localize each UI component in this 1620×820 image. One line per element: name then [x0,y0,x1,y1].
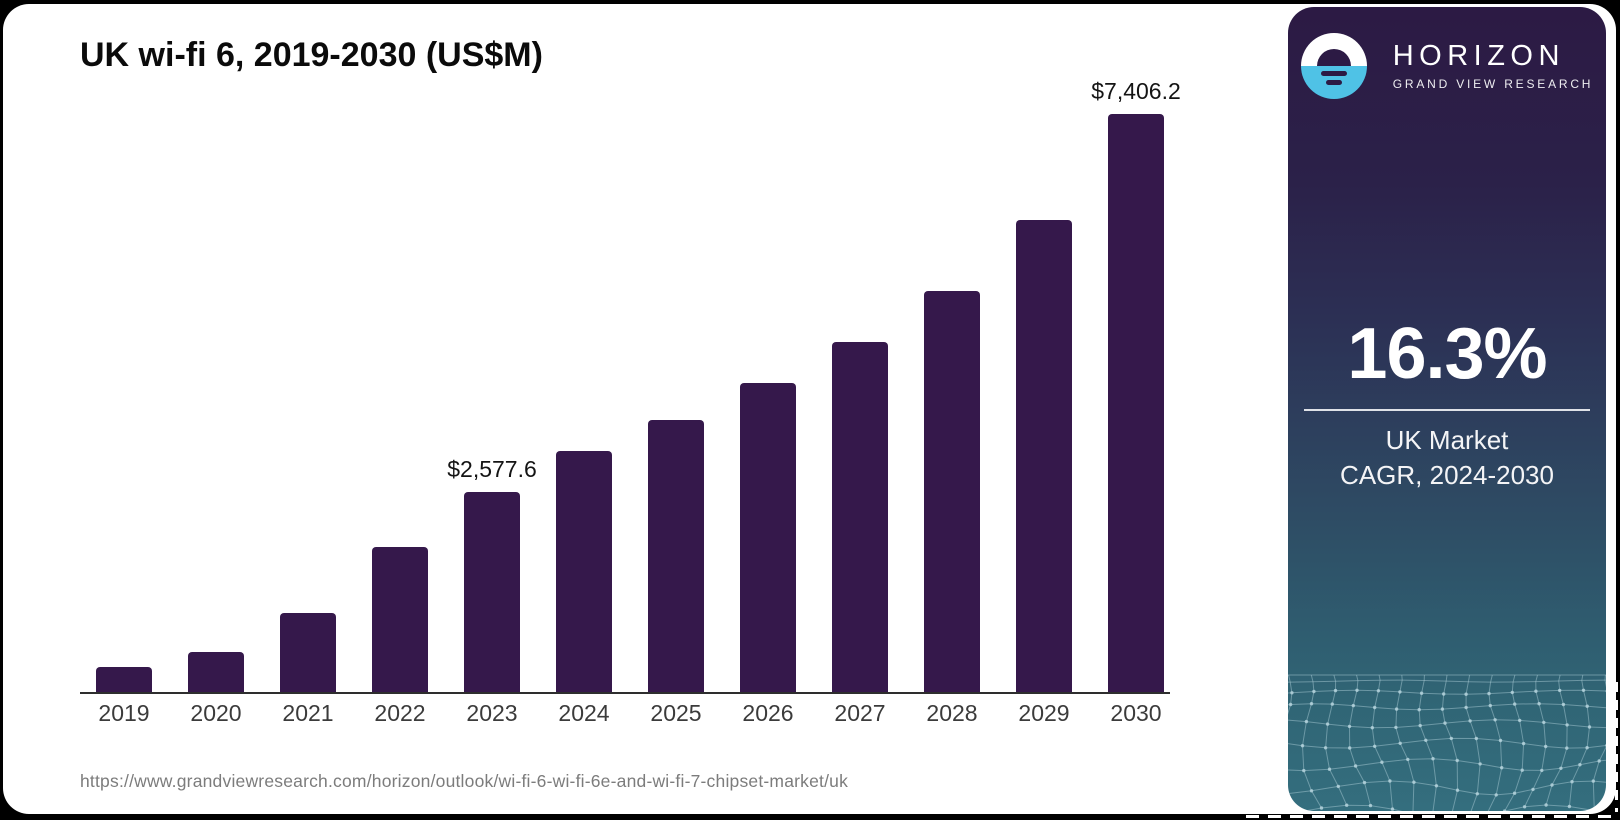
wireframe-terrain-graphic [1288,674,1606,811]
brand-subtitle: GRAND VIEW RESEARCH [1392,77,1594,92]
stat-divider [1304,408,1590,411]
sidebar-panel: HORIZON GRAND VIEW RESEARCH 16.3% UK Mar… [1288,7,1606,811]
x-label-2021: 2021 [282,700,334,726]
bar-2029 [1016,220,1072,694]
x-label-2026: 2026 [742,700,794,726]
chart-title: UK wi-fi 6, 2019-2030 (US$M) [80,36,543,74]
bar-2020 [188,652,244,694]
sun-reflection-line [1320,71,1347,76]
x-label-2030: 2030 [1110,700,1162,726]
data-label-2030: $7,406.2 [1091,78,1181,104]
bar-chart-plot-area: $2,577.6 $7,406.2 [80,78,1184,694]
x-label-2019: 2019 [98,700,150,726]
source-url-text: https://www.grandviewresearch.com/horizo… [80,771,849,791]
stat-cagr-range-label: CAGR, 2024-2030 [1340,459,1554,490]
x-label-2023: 2023 [466,700,518,726]
bar-2024 [556,451,612,694]
x-label-2027: 2027 [834,700,886,726]
bar-2019 [96,667,152,694]
bar-2022 [372,547,428,694]
x-label-2025: 2025 [650,700,702,726]
right-edge-dashed-line [1615,682,1618,812]
bar-2030 [1108,114,1164,694]
brand-name: HORIZON [1392,39,1565,72]
cagr-value: 16.3% [1347,314,1547,394]
sun-icon [1316,49,1351,66]
cagr-stat-block: 16.3% UK Market CAGR, 2024-2030 [1288,314,1606,493]
x-label-2029: 2029 [1018,700,1070,726]
bar-2025 [648,420,704,694]
data-label-2023: $2,577.6 [447,456,537,482]
stat-market-label: UK Market [1385,424,1509,455]
x-label-2022: 2022 [374,700,426,726]
x-axis-labels: 2019 2020 2021 2022 2023 2024 2025 2026 2027 2028… [80,700,1184,730]
horizon-sun-logo-icon [1300,33,1367,99]
bar-2023 [464,492,520,694]
bottom-dashed-line [1246,815,1618,818]
x-label-2028: 2028 [926,700,978,726]
x-label-2020: 2020 [190,700,242,726]
bar-2027 [832,342,888,694]
bar-2028 [924,291,980,694]
sun-reflection-line [1325,80,1342,85]
bar-2026 [740,383,796,694]
bar-2021 [280,613,336,694]
x-label-2024: 2024 [558,700,610,726]
brand-logo: HORIZON GRAND VIEW RESEARCH [1288,33,1606,99]
x-axis-line [80,692,1170,694]
